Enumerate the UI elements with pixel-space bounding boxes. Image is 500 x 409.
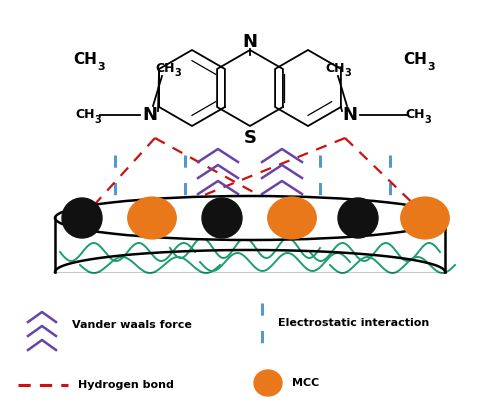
- Text: Hydrogen bond: Hydrogen bond: [78, 380, 174, 390]
- Text: CH: CH: [75, 108, 95, 121]
- Text: Electrostatic interaction: Electrostatic interaction: [278, 318, 429, 328]
- Ellipse shape: [62, 198, 102, 238]
- Text: CH: CH: [155, 61, 175, 74]
- Text: N: N: [242, 33, 258, 51]
- Text: CH: CH: [73, 52, 97, 67]
- Text: Vander waals force: Vander waals force: [72, 320, 192, 330]
- Ellipse shape: [55, 196, 445, 240]
- Text: N: N: [342, 106, 357, 124]
- Text: 3: 3: [174, 68, 182, 78]
- Ellipse shape: [202, 198, 242, 238]
- Text: 3: 3: [97, 62, 105, 72]
- Text: N: N: [142, 106, 158, 124]
- Text: MCC: MCC: [292, 378, 320, 388]
- Text: CH: CH: [405, 108, 425, 121]
- Text: 3: 3: [427, 62, 435, 72]
- Text: CH: CH: [325, 61, 345, 74]
- Text: 3: 3: [424, 115, 432, 125]
- Ellipse shape: [254, 370, 282, 396]
- Text: 3: 3: [94, 115, 102, 125]
- Text: CH: CH: [403, 52, 427, 67]
- Text: 3: 3: [344, 68, 352, 78]
- Text: S: S: [244, 129, 256, 147]
- Ellipse shape: [268, 197, 316, 239]
- Ellipse shape: [128, 197, 176, 239]
- Ellipse shape: [401, 197, 449, 239]
- Ellipse shape: [338, 198, 378, 238]
